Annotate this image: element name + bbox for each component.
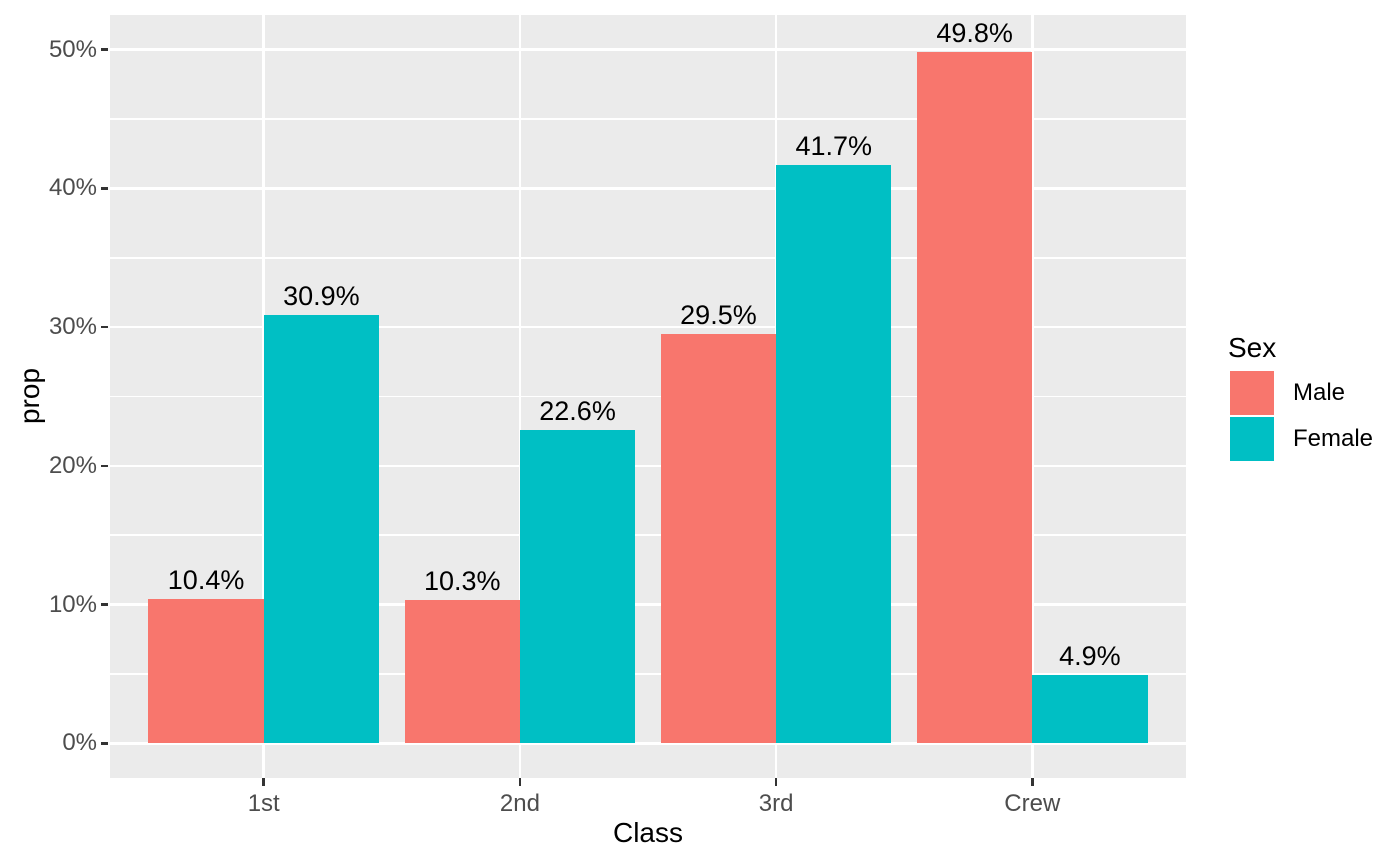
y-tick-label: 10% [48, 590, 97, 618]
x-tick-mark [518, 778, 522, 786]
y-tick-label: 20% [48, 451, 97, 479]
bar-value-label: 22.6% [539, 395, 616, 426]
bar-value-label: 29.5% [680, 300, 757, 331]
x-axis-title: Class [612, 817, 684, 848]
gridline-major-v [1030, 15, 1034, 778]
gridline-major-h [110, 742, 1186, 745]
bar-male-crew [917, 52, 1033, 744]
bar-value-label: 49.8% [936, 18, 1013, 49]
gridline-minor-h [110, 673, 1186, 675]
gridline-minor-h [110, 256, 1186, 259]
y-tick-label: 40% [48, 174, 97, 202]
female-swatch-icon [1230, 417, 1274, 461]
x-tick-mark [262, 778, 265, 786]
male-swatch-icon [1230, 371, 1274, 415]
y-tick-mark [101, 48, 108, 51]
y-tick-mark [101, 464, 108, 468]
legend-key-female: Female [1230, 417, 1400, 461]
gridline-major-h [110, 48, 1186, 51]
legend-label-female: Female [1293, 425, 1374, 452]
y-tick-label: 0% [62, 729, 97, 757]
bar-value-label: 10.3% [423, 566, 501, 597]
bar-female-3rd [776, 164, 892, 744]
y-tick-mark [101, 603, 108, 606]
gridline-major-v [518, 15, 522, 778]
legend-key-male: Male [1230, 371, 1400, 415]
gridline-major-h [110, 325, 1186, 329]
x-tick-label: Crew [1004, 790, 1061, 817]
bar-male-2nd [404, 600, 520, 744]
x-tick-label: 3rd [758, 790, 794, 817]
bar-value-label: 4.9% [1059, 641, 1121, 672]
y-tick-label: 50% [48, 35, 97, 63]
legend-keys: Male Female [1230, 371, 1400, 463]
gridline-major-v [774, 15, 778, 778]
y-tick-mark [101, 325, 108, 329]
x-tick-mark [1031, 778, 1034, 786]
bar-value-label: 41.7% [795, 130, 873, 161]
gridline-major-h [110, 187, 1186, 190]
bar-female-crew [1032, 675, 1148, 744]
y-axis-title: prop [14, 367, 45, 425]
bar-value-label: 30.9% [283, 280, 360, 311]
gridline-minor-h [110, 118, 1186, 120]
y-tick-mark [101, 742, 108, 745]
gridline-minor-h [110, 534, 1186, 537]
gridline-major-h [110, 464, 1186, 468]
legend-label-male: Male [1293, 379, 1346, 406]
x-tick-mark [774, 778, 778, 786]
legend-title: Sex [1228, 332, 1277, 363]
bar-female-1st [263, 314, 379, 744]
x-tick-label: 2nd [499, 790, 540, 817]
bar-male-1st [148, 599, 264, 744]
gridline-minor-h [110, 395, 1186, 398]
plot-panel [110, 15, 1186, 778]
y-tick-mark [101, 187, 108, 190]
x-tick-label: 1st [247, 790, 280, 817]
gridline-major-h [110, 603, 1186, 606]
bar-value-label: 10.4% [167, 565, 245, 596]
bar-female-2nd [519, 429, 636, 744]
bar-male-3rd [660, 334, 777, 744]
y-tick-label: 30% [48, 313, 97, 341]
